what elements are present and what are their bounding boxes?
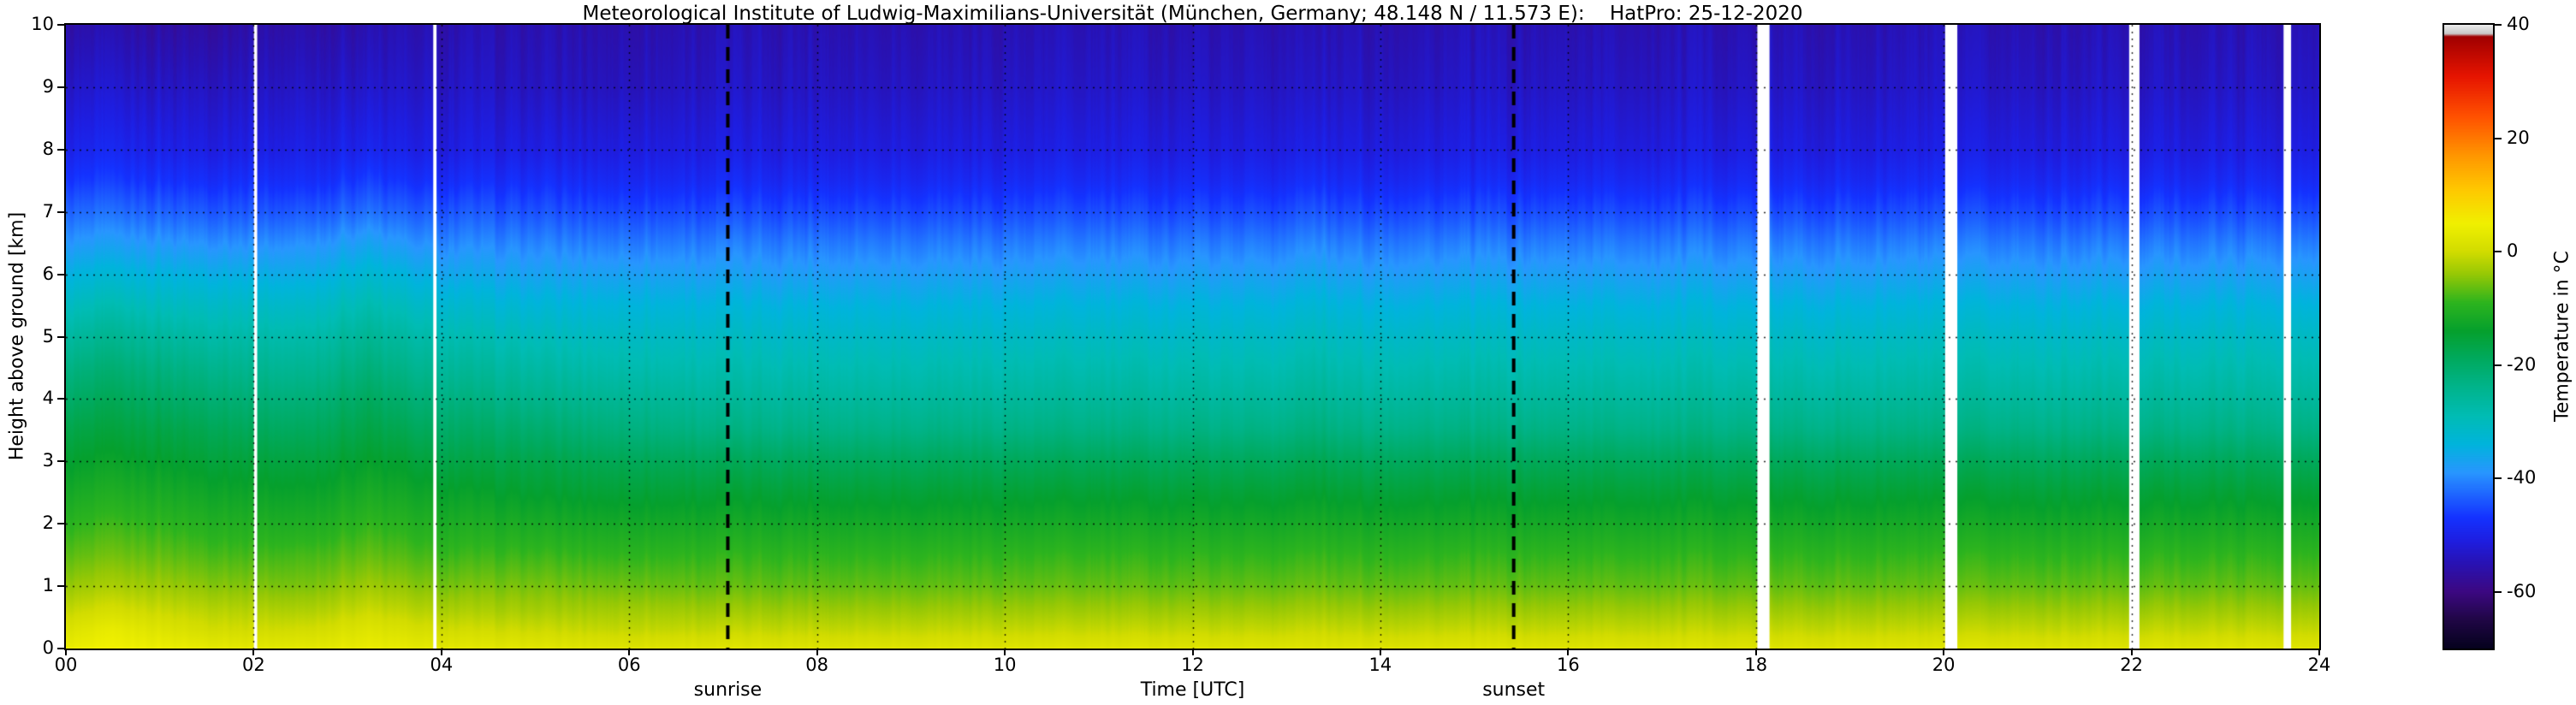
x-tick-mark [65,649,67,655]
y-tick-label: 7 [42,200,54,222]
y-tick-label: 6 [42,263,54,284]
x-tick-label: 24 [2307,655,2331,675]
x-tick-mark [1943,649,1945,655]
x-tick-mark [1191,649,1194,655]
x-tick-mark [1379,649,1381,655]
colorbar-tick-label: 0 [2507,240,2519,262]
x-tick-mark [1004,649,1006,655]
sunset-annotation: sunset [1482,679,1546,701]
x-tick-mark [1754,649,1757,655]
x-tick-label: 00 [54,655,78,675]
colorbar [2442,23,2495,650]
y-tick-mark [57,460,64,463]
colorbar-canvas [2444,25,2493,649]
colorbar-tick-label: -40 [2507,467,2537,489]
y-tick-mark [57,273,64,275]
y-tick-label: 3 [42,450,54,471]
x-tick-mark [2130,649,2133,655]
x-tick-label: 06 [617,655,641,675]
x-tick-mark [628,649,631,655]
y-tick-mark [57,523,64,525]
y-tick-label: 8 [42,138,54,159]
colorbar-tick-mark [2495,137,2502,139]
colorbar-tick-mark [2495,364,2502,366]
y-tick-mark [57,648,64,649]
colorbar-tick-mark [2495,477,2502,480]
x-axis-label: Time [UTC] [1140,679,1245,701]
x-tick-label: 16 [1556,655,1580,675]
colorbar-tick-label: -60 [2507,580,2537,601]
y-tick-mark [57,398,64,400]
y-tick-label: 4 [42,388,54,409]
x-tick-mark [252,649,255,655]
y-tick-label: 5 [42,325,54,347]
y-tick-mark [57,24,64,26]
y-tick-mark [57,210,64,213]
x-tick-label: 08 [805,655,829,675]
x-tick-mark [440,649,442,655]
x-tick-mark [816,649,818,655]
y-tick-label: 10 [31,14,54,34]
chart-title: Meteorological Institute of Ludwig-Maxim… [582,3,1803,25]
x-tick-label: 14 [1368,655,1392,675]
colorbar-tick-mark [2495,590,2502,593]
x-tick-label: 10 [993,655,1017,675]
colorbar-tick-label: 20 [2507,127,2530,148]
colorbar-tick-mark [2495,24,2502,26]
colorbar-tick-label: 40 [2507,14,2530,34]
y-tick-mark [57,335,64,338]
x-tick-mark [1567,649,1570,655]
x-tick-label: 20 [1932,655,1956,675]
y-tick-label: 9 [42,75,54,97]
x-tick-mark [2318,649,2320,655]
y-tick-mark [57,86,64,88]
x-tick-label: 18 [1744,655,1768,675]
plot-area [64,23,2321,650]
x-tick-label: 02 [242,655,265,675]
colorbar-tick-mark [2495,251,2502,253]
x-tick-label: 22 [2120,655,2143,675]
y-tick-mark [57,585,64,588]
colorbar-tick-label: -20 [2507,353,2537,375]
x-tick-label: 04 [430,655,454,675]
y-tick-label: 1 [42,575,54,596]
y-tick-label: 0 [42,637,54,658]
y-tick-mark [57,148,64,151]
temperature-heatmap-canvas [66,25,2319,649]
sunrise-annotation: sunrise [693,679,763,701]
colorbar-label: Temperature in °C [2551,251,2573,422]
y-tick-label: 2 [42,512,54,534]
x-tick-label: 12 [1181,655,1204,675]
